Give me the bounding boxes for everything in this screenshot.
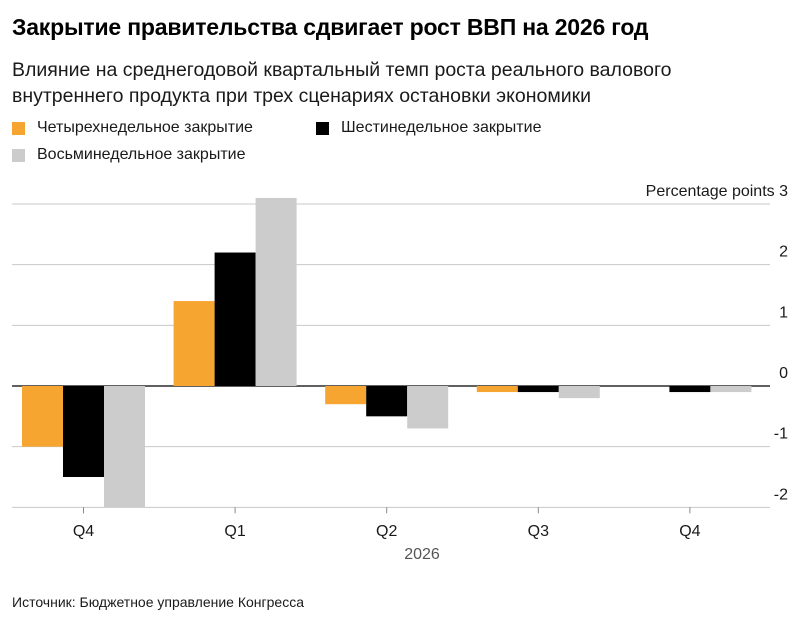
bar-eight-week-q4-4 — [710, 386, 752, 393]
bar-four-week-q4-0 — [22, 386, 63, 447]
x-tick-label: Q2 — [376, 523, 397, 540]
legend-item-four-week: Четырехнедельное закрытие — [12, 119, 253, 137]
x-tick-label: Q1 — [224, 523, 245, 540]
bar-six-week-q2-2 — [366, 386, 408, 417]
bar-four-week-q3-3 — [476, 386, 518, 393]
source-note: Источник: Бюджетное управление Конгресса — [12, 594, 304, 610]
bar-eight-week-q4-0 — [104, 386, 145, 508]
legend-swatch-six-week — [316, 121, 329, 135]
legend-item-six-week: Шестинедельное закрытие — [316, 119, 541, 137]
x-tick-label: Q4 — [679, 523, 700, 540]
x-tick-label: Q3 — [528, 523, 549, 540]
chart-title: Закрытие правительства сдвигает рост ВВП… — [12, 14, 649, 40]
y-tick-label: 2 — [779, 244, 788, 261]
y-tick-label: 0 — [779, 365, 788, 382]
bar-four-week-q1-1 — [173, 301, 215, 386]
legend-label-four-week: Четырехнедельное закрытие — [37, 119, 253, 136]
x-axis-year-label: 2026 — [404, 546, 440, 563]
bar-eight-week-q3-3 — [558, 386, 600, 399]
legend-swatch-four-week — [12, 121, 25, 135]
legend-item-eight-week: Восьминедельное закрытие — [12, 146, 245, 164]
chart-subtitle: Влияние на среднегодовой квартальный тем… — [12, 59, 672, 107]
bar-six-week-q4-4 — [669, 386, 711, 393]
legend-swatch-eight-week — [12, 148, 25, 162]
bar-eight-week-q2-2 — [407, 386, 449, 429]
legend-label-six-week: Шестинедельное закрытие — [341, 119, 542, 136]
y-tick-label: Percentage points 3 — [646, 183, 788, 200]
bar-six-week-q1-1 — [214, 252, 256, 386]
bar-six-week-q4-0 — [63, 386, 104, 477]
bar-eight-week-q1-1 — [255, 197, 297, 386]
bar-four-week-q2-2 — [325, 386, 367, 405]
x-tick-label: Q4 — [73, 523, 94, 540]
y-tick-label: -2 — [774, 486, 788, 503]
legend-label-eight-week: Восьминедельное закрытие — [37, 146, 246, 163]
y-tick-label: -1 — [774, 426, 788, 443]
bar-six-week-q3-3 — [517, 386, 559, 393]
y-tick-label: 1 — [779, 304, 788, 321]
